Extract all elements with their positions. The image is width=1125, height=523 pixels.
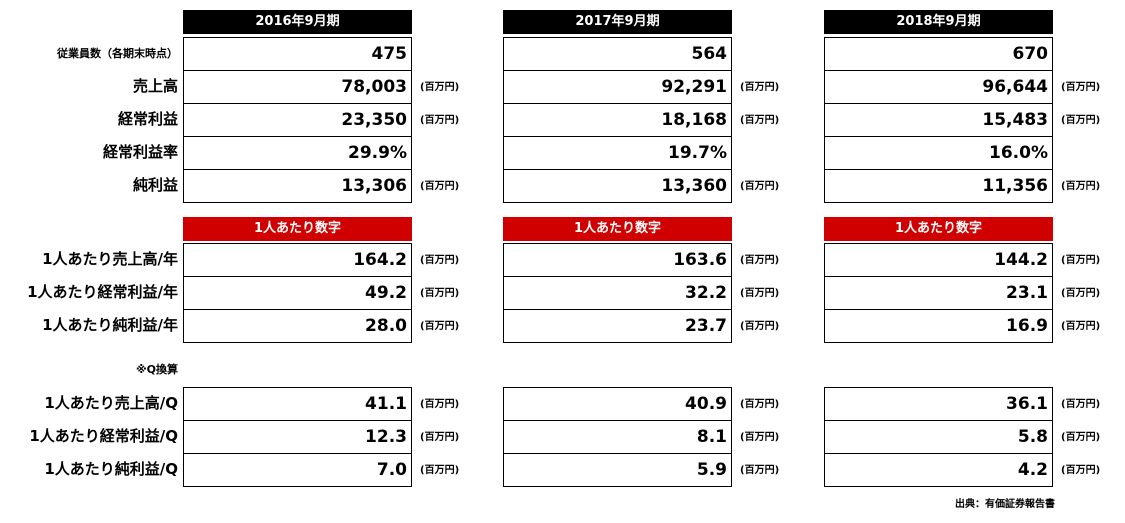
- value-cell: 23,350: [183, 103, 412, 137]
- unit-label: (百万円): [740, 115, 780, 126]
- row-label: 1人あたり純利益/Q: [44, 460, 178, 478]
- value-cell: 78,003: [183, 70, 412, 104]
- unit-label: (百万円): [740, 255, 780, 266]
- value-cell: 164.2: [183, 243, 412, 277]
- value-cell: 23.1: [824, 276, 1053, 310]
- value-cell: 144.2: [824, 243, 1053, 277]
- unit-label: (百万円): [420, 181, 460, 192]
- value-cell: 41.1: [183, 387, 412, 421]
- unit-label: (百万円): [740, 321, 780, 332]
- value-cell: 28.0: [183, 309, 412, 343]
- unit-label: (百万円): [420, 82, 460, 93]
- value-cell: 16.0%: [824, 136, 1053, 170]
- unit-label: (百万円): [420, 288, 460, 299]
- unit-label: (百万円): [740, 288, 780, 299]
- value-cell: 19.7%: [503, 136, 732, 170]
- value-cell: 36.1: [824, 387, 1053, 421]
- value-cell: 5.8: [824, 420, 1053, 454]
- unit-label: (百万円): [740, 399, 780, 410]
- unit-label: (百万円): [740, 465, 780, 476]
- value-cell: 92,291: [503, 70, 732, 104]
- value-cell: 96,644: [824, 70, 1053, 104]
- unit-label: (百万円): [420, 399, 460, 410]
- value-cell: 4.2: [824, 453, 1053, 487]
- row-label: 1人あたり売上高/Q: [44, 394, 178, 412]
- value-cell: 5.9: [503, 453, 732, 487]
- unit-label: (百万円): [420, 432, 460, 443]
- row-label: 1人あたり純利益/年: [42, 316, 178, 334]
- row-label: 1人あたり経常利益/Q: [29, 427, 178, 445]
- row-label: 経常利益率: [102, 143, 178, 161]
- unit-label: (百万円): [420, 465, 460, 476]
- period-header: 2016年9月期: [183, 10, 412, 34]
- value-cell: 564: [503, 37, 732, 71]
- value-cell: 40.9: [503, 387, 732, 421]
- row-label: 売上高: [132, 77, 178, 95]
- value-cell: 7.0: [183, 453, 412, 487]
- row-label: 純利益: [132, 176, 178, 194]
- unit-label: (百万円): [1061, 432, 1101, 443]
- unit-label: (百万円): [1061, 321, 1101, 332]
- unit-label: (百万円): [420, 115, 460, 126]
- section-header: 1人あたり数字: [183, 217, 412, 241]
- row-label: 従業員数（各期末時点）: [57, 47, 178, 60]
- value-cell: 12.3: [183, 420, 412, 454]
- row-label: 経常利益: [117, 110, 178, 128]
- unit-label: (百万円): [1061, 115, 1101, 126]
- value-cell: 670: [824, 37, 1053, 71]
- value-cell: 23.7: [503, 309, 732, 343]
- value-cell: 11,356: [824, 169, 1053, 203]
- period-header: 2018年9月期: [824, 10, 1053, 34]
- section-header: 1人あたり数字: [824, 217, 1053, 241]
- value-cell: 49.2: [183, 276, 412, 310]
- value-cell: 13,306: [183, 169, 412, 203]
- unit-label: (百万円): [420, 321, 460, 332]
- value-cell: 15,483: [824, 103, 1053, 137]
- unit-label: (百万円): [1061, 288, 1101, 299]
- value-cell: 8.1: [503, 420, 732, 454]
- value-cell: 32.2: [503, 276, 732, 310]
- value-cell: 29.9%: [183, 136, 412, 170]
- unit-label: (百万円): [1061, 399, 1101, 410]
- section-header: 1人あたり数字: [503, 217, 732, 241]
- unit-label: (百万円): [1061, 465, 1101, 476]
- unit-label: (百万円): [740, 181, 780, 192]
- unit-label: (百万円): [420, 255, 460, 266]
- value-cell: 18,168: [503, 103, 732, 137]
- section-note: ※Q換算: [135, 363, 178, 376]
- row-label: 1人あたり売上高/年: [42, 250, 178, 268]
- unit-label: (百万円): [1061, 255, 1101, 266]
- unit-label: (百万円): [1061, 82, 1101, 93]
- value-cell: 13,360: [503, 169, 732, 203]
- source: 出典：有価証券報告書: [955, 499, 1055, 510]
- period-header: 2017年9月期: [503, 10, 732, 34]
- value-cell: 475: [183, 37, 412, 71]
- row-label: 1人あたり経常利益/年: [27, 283, 178, 301]
- value-cell: 16.9: [824, 309, 1053, 343]
- unit-label: (百万円): [1061, 181, 1101, 192]
- unit-label: (百万円): [740, 432, 780, 443]
- unit-label: (百万円): [740, 82, 780, 93]
- value-cell: 163.6: [503, 243, 732, 277]
